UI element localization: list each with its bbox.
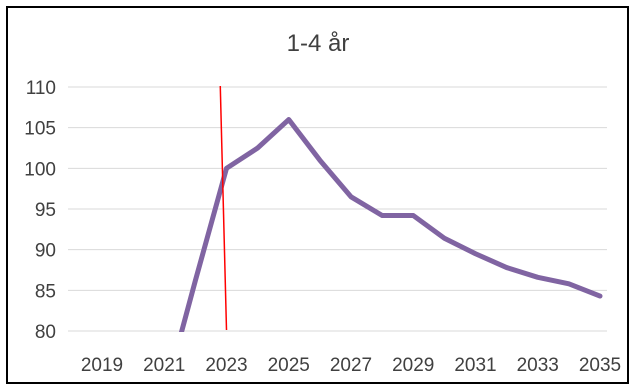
x-tick-label: 2035 [579, 355, 621, 376]
x-tick-label: 2029 [392, 355, 434, 376]
gridlines [68, 86, 607, 332]
y-tick-label: 105 [24, 119, 56, 140]
series-group [178, 117, 603, 332]
reference-line [219, 85, 228, 331]
y-tick-label: 85 [35, 281, 56, 302]
x-tick-label: 2021 [143, 355, 185, 376]
x-tick-label: 2027 [330, 355, 372, 376]
y-tick-label: 110 [26, 78, 56, 99]
y-tick-label: 90 [35, 241, 56, 262]
x-tick-label: 2033 [517, 355, 559, 376]
y-tick-label: 95 [35, 200, 56, 221]
x-tick-label: 2023 [205, 355, 247, 376]
chart-frame [6, 6, 629, 384]
x-tick-label: 2031 [454, 355, 496, 376]
y-axis-tick-labels: 80 85 90 95 100 105 110 [24, 78, 56, 343]
reference-line-group [219, 85, 228, 331]
series-line-0 [178, 117, 603, 332]
x-tick-label: 2025 [268, 355, 310, 376]
chart-title: 1-4 år [287, 30, 350, 57]
x-axis-tick-labels: 2019 2021 2023 2025 2027 2029 2031 2033 2035 [81, 355, 621, 376]
x-tick-label: 2019 [81, 355, 123, 376]
y-tick-label: 100 [24, 159, 56, 180]
y-tick-label: 80 [35, 322, 56, 343]
